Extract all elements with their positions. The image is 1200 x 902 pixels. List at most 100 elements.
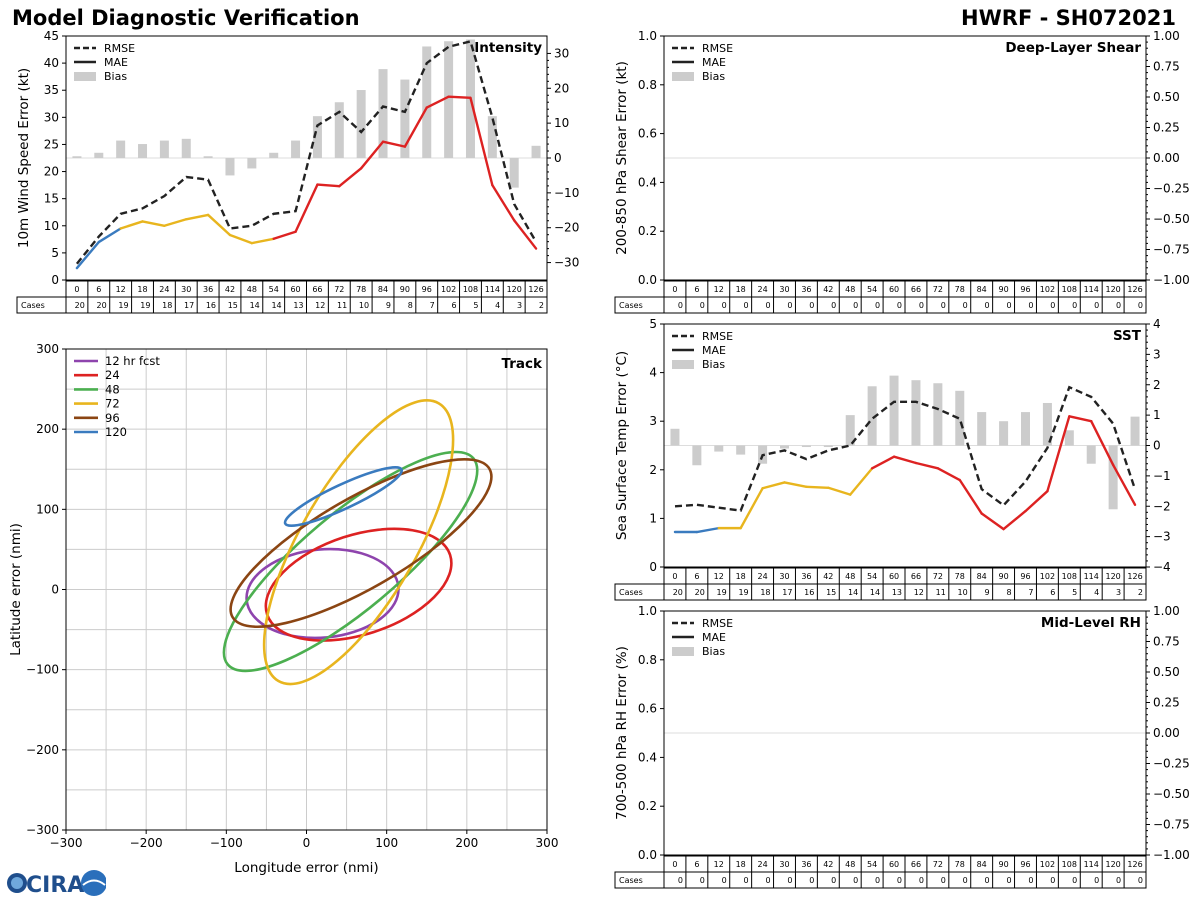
mae-segment [447,95,472,100]
case-count: 11 [936,588,946,597]
y-tick-label: 300 [36,342,59,356]
case-count: 17 [184,301,194,310]
y-tick-label: 0 [649,560,657,574]
lead-label: 42 [225,285,235,294]
lead-label: 6 [694,285,699,294]
bias-bar [138,144,148,158]
case-count: 10 [359,301,369,310]
mae-segment [119,220,144,230]
lead-label: 54 [867,572,877,581]
case-count: 7 [430,301,435,310]
case-count: 0 [809,876,814,885]
case-count: 11 [337,301,347,310]
case-count: 0 [875,301,880,310]
bias-bar [999,421,1009,446]
legend-label: MAE [104,56,128,69]
case-count: 13 [892,588,902,597]
case-count: 10 [958,588,968,597]
lead-label: 36 [801,285,811,294]
case-count: 0 [787,301,792,310]
y-tick-label: 0.6 [638,702,657,716]
track-ellipse [222,450,479,673]
y-tick-label: 1.0 [638,29,657,43]
mae-segment [163,218,188,227]
panel-shear: 0.0 0.2 0.4 0.6 0.8 1.0 −1.00 −0.75 −0.50 −0.25 0.… [614,29,1190,314]
y-tick-label: 0.2 [638,224,657,238]
y-tick-label: 15 [44,192,59,206]
y2-tick-label: −1.00 [1153,848,1190,862]
y-tick-label: −200 [26,743,59,757]
cases-row [614,296,1147,314]
case-count: 0 [1072,876,1077,885]
case-count: 0 [963,301,968,310]
case-count: 0 [809,301,814,310]
y-tick-label: 100 [36,502,59,516]
lead-label: 6 [694,572,699,581]
case-count: 0 [897,876,902,885]
panel-title: Intensity [474,40,542,56]
case-count: 0 [1116,876,1121,885]
cases-table: Cases00601201802403003604204805406006607… [614,855,1147,889]
case-count: 2 [1138,588,1143,597]
legend-label: 48 [105,382,120,396]
lead-label: 108 [1062,572,1077,581]
lead-label: 90 [998,285,1008,294]
lead-label: 30 [779,285,789,294]
case-count: 4 [1094,588,1099,597]
y-tick-label: 45 [44,29,59,43]
y2-tick-label: −10 [554,186,579,200]
case-count: 5 [473,301,478,310]
lead-label: 0 [672,285,677,294]
y2-tick-label: 4 [1153,317,1161,331]
y-tick-label: 40 [44,56,59,70]
panel-title: Deep-Layer Shear [1005,40,1141,56]
y2-tick-label: −2 [1153,499,1171,513]
lead-label: 60 [889,572,899,581]
case-count: 0 [700,876,705,885]
mae-segment [980,512,1005,531]
y-axis-label: 10m Wind Speed Error (kt) [16,68,32,248]
y2-tick-label: −0.25 [1153,182,1190,196]
case-count: 0 [875,876,880,885]
mae-segment [206,213,232,237]
bias-bar [1086,445,1096,464]
legend-label: RMSE [702,617,733,630]
lead-label: 0 [672,572,677,581]
lead-label: 108 [463,285,478,294]
cases-label: Cases [619,588,643,597]
y2-tick-label: −0.25 [1153,757,1190,771]
case-count: 0 [1028,301,1033,310]
lead-label: 126 [528,285,543,294]
mae-segment [1002,509,1027,531]
lead-label: 54 [269,285,279,294]
mae-segment [185,213,210,221]
x-tick-label: −100 [210,836,243,850]
mae-segment [1111,463,1137,506]
y-tick-label: 200 [36,422,59,436]
y2-tick-label: −0.50 [1153,787,1190,801]
lead-label: 48 [845,572,855,581]
mae-segment [250,237,275,245]
y2-tick-label: −1.00 [1153,273,1190,287]
cases-row [16,296,548,314]
y2-tick-label: −3 [1153,530,1171,544]
case-count: 0 [853,876,858,885]
lead-label: 126 [1127,285,1142,294]
bias-bar [933,383,943,446]
bias-bar [203,156,213,158]
y2-tick-label: 0.25 [1153,696,1180,710]
legend-bias-swatch [672,360,694,369]
cases-row [614,583,1147,601]
bias-bar [955,390,965,446]
bias-bar [291,140,301,158]
bias-bar [1064,430,1074,446]
case-count: 0 [765,301,770,310]
y-tick-label: 0.2 [638,799,657,813]
cira-logo: CIRA [6,868,107,898]
mae-segment [827,486,852,496]
bias-bar [531,145,541,158]
lead-label: 108 [1062,285,1077,294]
mae-segment [892,455,918,465]
bias-bar [1021,412,1030,446]
